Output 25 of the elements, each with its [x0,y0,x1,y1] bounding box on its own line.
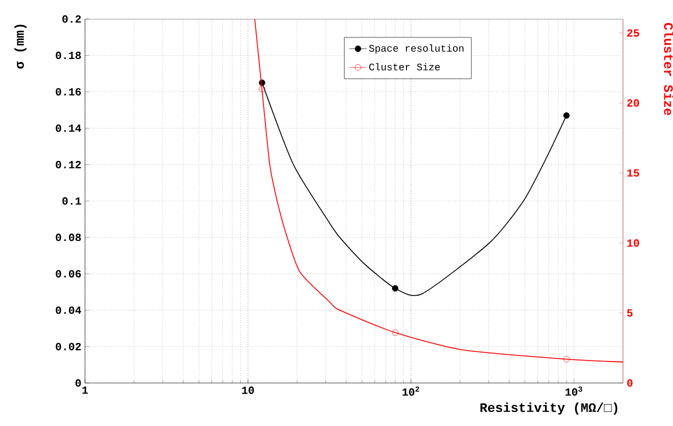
y-tick-label: 0.08 [56,234,81,242]
y-tick-label: 0.12 [56,160,81,168]
x-tick-label: 10$^{3}$ [566,386,582,396]
x-tick-label: 10 [242,386,254,394]
y2-tick-label: 20 [627,99,640,107]
y2-tick-label: 5 [627,309,633,317]
y-tick-label: 0.2 [62,15,81,23]
y-tick-label: 0.18 [56,52,81,60]
y-tick-label: 0.06 [56,270,81,278]
legend-label: Cluster Size [369,63,440,70]
x-tick-label: 10$^{2}$ [402,386,420,396]
y2-tick-label: 0 [627,379,632,387]
y2-tick-label: 10 [627,239,640,247]
y-tick-label: 0.04 [56,306,82,314]
y2-tick-label: 25 [627,29,640,37]
y-tick-label: 0.1 [62,197,82,205]
y-tick-label: 0.16 [56,88,81,96]
x-axis-title: Resistivity (MΩ/□) [480,402,618,415]
y-tick-label: 0.02 [56,342,81,350]
y-tick-label: 0 [76,379,81,387]
y-axis-title: σ (mm) [14,24,26,69]
legend-label: Space resolution [369,44,464,54]
y2-tick-label: 15 [627,169,640,177]
x-tick-label: 1 [82,386,88,394]
y-tick-label: 0.14 [56,124,82,132]
